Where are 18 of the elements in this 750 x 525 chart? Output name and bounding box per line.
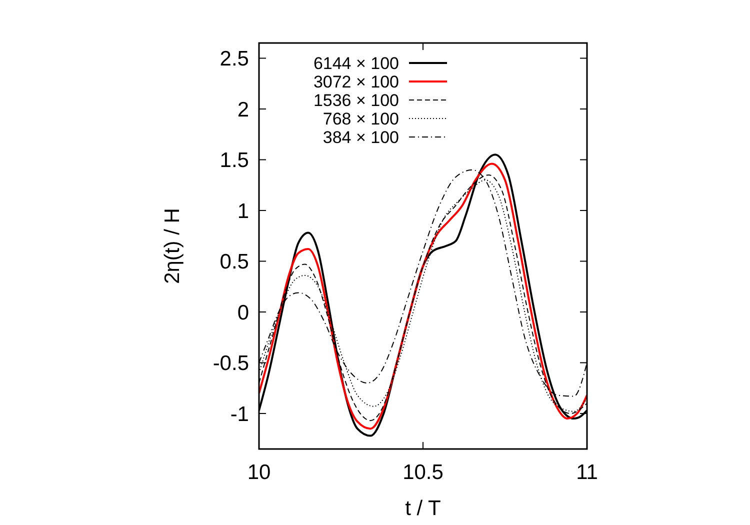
y-tick-label: -1 [230,402,249,426]
x-tick-label: 10 [247,461,271,484]
y-tick-label: 1 [237,200,249,223]
legend-label: 768 × 100 [322,109,399,128]
y-tick-label: 2 [237,98,249,122]
y-axis-title: 2η(t) / H [161,208,184,284]
x-axis-title: t / T [405,497,442,520]
y-tick-label: 0.5 [220,250,249,274]
legend-label: 384 × 100 [322,128,399,147]
y-tick-label: 1.5 [220,149,249,172]
y-tick-label: 2.5 [220,48,249,71]
y-tick-label: -0.5 [212,352,249,376]
legend-label: 3072 × 100 [313,72,399,92]
legend-label: 6144 × 100 [313,54,399,73]
x-tick-label: 11 [576,461,598,484]
x-tick-label: 10.5 [402,461,444,484]
legend-label: 1536 × 100 [313,90,399,110]
y-tick-label: 0 [237,301,249,324]
